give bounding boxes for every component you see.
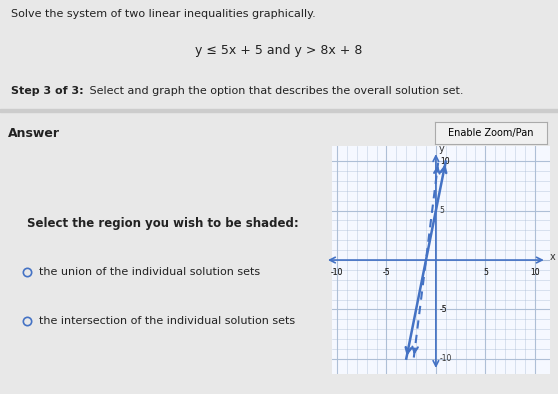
- Text: -5: -5: [440, 305, 448, 314]
- Text: y: y: [439, 144, 445, 154]
- Text: the union of the individual solution sets: the union of the individual solution set…: [39, 267, 259, 277]
- Text: 10: 10: [530, 268, 540, 277]
- Text: 10: 10: [440, 157, 449, 165]
- Text: 10: 10: [440, 157, 449, 165]
- Text: Select the region you wish to be shaded:: Select the region you wish to be shaded:: [27, 217, 299, 229]
- Text: Answer: Answer: [8, 127, 60, 140]
- Text: 5: 5: [440, 206, 445, 215]
- Text: -10: -10: [331, 268, 343, 277]
- Text: the intersection of the individual solution sets: the intersection of the individual solut…: [39, 316, 295, 326]
- Text: y ≤ 5x + 5 and y > 8x + 8: y ≤ 5x + 5 and y > 8x + 8: [195, 44, 363, 57]
- Text: Solve the system of two linear inequalities graphically.: Solve the system of two linear inequalit…: [11, 9, 316, 19]
- Text: -10: -10: [331, 268, 343, 277]
- Text: -5: -5: [383, 268, 390, 277]
- Text: Select and graph the option that describes the overall solution set.: Select and graph the option that describ…: [86, 86, 464, 96]
- Text: x: x: [550, 252, 555, 262]
- Text: -5: -5: [440, 305, 448, 314]
- Text: Step 3 of 3:: Step 3 of 3:: [11, 86, 84, 96]
- Text: Enable Zoom/Pan: Enable Zoom/Pan: [448, 128, 534, 138]
- Text: -10: -10: [440, 355, 452, 363]
- Text: 10: 10: [530, 268, 540, 277]
- Text: 5: 5: [483, 268, 488, 277]
- Text: -5: -5: [383, 268, 390, 277]
- Text: 5: 5: [483, 268, 488, 277]
